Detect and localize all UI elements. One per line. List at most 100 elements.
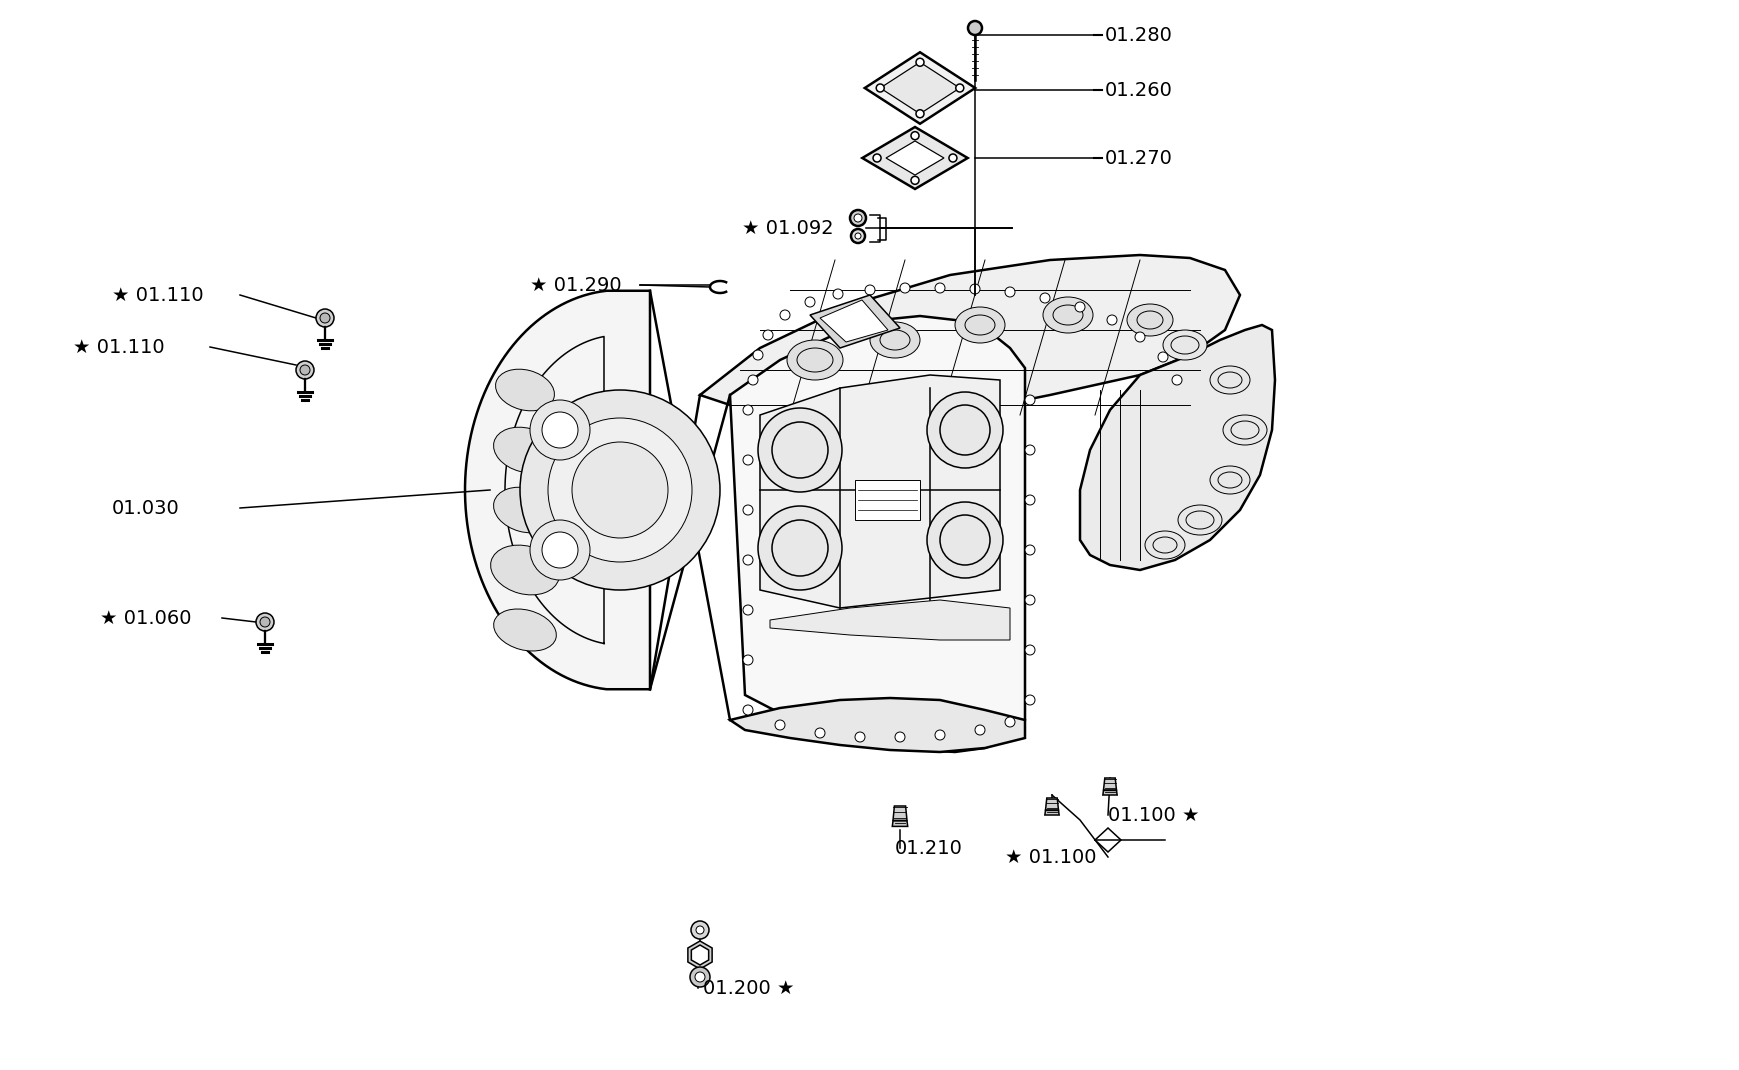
Polygon shape [819,300,887,342]
Circle shape [934,730,944,740]
Text: ★ 01.100: ★ 01.100 [1005,847,1096,867]
Ellipse shape [1217,472,1242,488]
Circle shape [948,154,956,162]
Circle shape [854,233,861,239]
Circle shape [814,728,824,738]
Polygon shape [690,945,708,965]
Circle shape [850,210,866,226]
Circle shape [969,284,979,294]
Ellipse shape [1186,511,1214,529]
Circle shape [316,309,334,327]
Circle shape [939,515,989,565]
Text: 01.280: 01.280 [1104,26,1172,45]
Polygon shape [854,480,920,520]
Circle shape [541,532,577,568]
Ellipse shape [955,307,1005,343]
Circle shape [1024,445,1035,455]
Circle shape [915,110,923,118]
Circle shape [1172,374,1181,385]
Circle shape [894,732,904,742]
Circle shape [1024,495,1035,505]
Circle shape [934,282,944,293]
Circle shape [743,455,753,465]
Polygon shape [1043,810,1059,815]
Text: ★ 01.092: ★ 01.092 [741,218,833,238]
Ellipse shape [1162,330,1207,360]
Circle shape [772,520,828,576]
Circle shape [967,21,981,35]
Circle shape [690,921,708,939]
Circle shape [256,613,273,631]
Ellipse shape [1144,531,1184,559]
Circle shape [743,505,753,515]
Circle shape [1024,545,1035,555]
Circle shape [1024,696,1035,705]
Circle shape [320,314,330,323]
Circle shape [1005,717,1014,727]
Ellipse shape [1217,372,1242,388]
Circle shape [955,85,963,92]
Circle shape [763,330,772,340]
Ellipse shape [1209,366,1249,394]
Circle shape [743,705,753,715]
Circle shape [548,418,692,562]
Circle shape [694,972,704,982]
Ellipse shape [1042,297,1092,333]
Polygon shape [1103,778,1116,790]
Circle shape [758,506,842,590]
Circle shape [299,365,310,374]
Circle shape [541,412,577,448]
Circle shape [774,720,784,730]
Polygon shape [1080,325,1275,570]
Ellipse shape [1209,467,1249,494]
Circle shape [854,214,861,221]
Circle shape [927,392,1002,468]
Polygon shape [810,295,899,348]
Circle shape [530,400,590,460]
Polygon shape [864,52,974,124]
Text: ★ 01.110: ★ 01.110 [73,337,165,356]
Text: 01.270: 01.270 [1104,149,1172,168]
Ellipse shape [1223,415,1266,445]
Circle shape [753,350,763,360]
Circle shape [520,389,720,590]
Circle shape [939,406,989,455]
Circle shape [748,374,758,385]
Circle shape [927,502,1002,578]
Circle shape [743,605,753,615]
Polygon shape [687,941,711,969]
Text: ★ 01.110: ★ 01.110 [111,286,203,305]
Ellipse shape [1170,336,1198,354]
Circle shape [850,229,864,243]
Polygon shape [1045,798,1057,810]
Ellipse shape [1153,537,1176,553]
Text: 01.210: 01.210 [894,839,962,857]
Text: 01.200 ★: 01.200 ★ [703,978,795,997]
Text: 01.260: 01.260 [1104,80,1172,100]
Ellipse shape [1136,311,1162,328]
Circle shape [572,442,668,538]
Circle shape [1158,352,1167,362]
Circle shape [805,297,814,307]
Circle shape [1106,315,1116,325]
Circle shape [911,132,918,140]
Circle shape [864,285,875,295]
Circle shape [974,725,984,735]
Circle shape [1024,595,1035,605]
Circle shape [743,555,753,565]
Circle shape [854,732,864,742]
Circle shape [296,361,313,379]
Polygon shape [1103,791,1116,795]
Polygon shape [699,255,1240,425]
Polygon shape [730,316,1024,752]
Circle shape [530,520,590,580]
Ellipse shape [880,330,909,350]
Polygon shape [760,374,1000,608]
Text: 01.030: 01.030 [111,499,179,518]
Polygon shape [1094,828,1120,852]
Polygon shape [770,600,1009,640]
Ellipse shape [494,609,556,651]
Circle shape [1024,645,1035,655]
Circle shape [1075,302,1085,312]
Polygon shape [885,141,944,175]
